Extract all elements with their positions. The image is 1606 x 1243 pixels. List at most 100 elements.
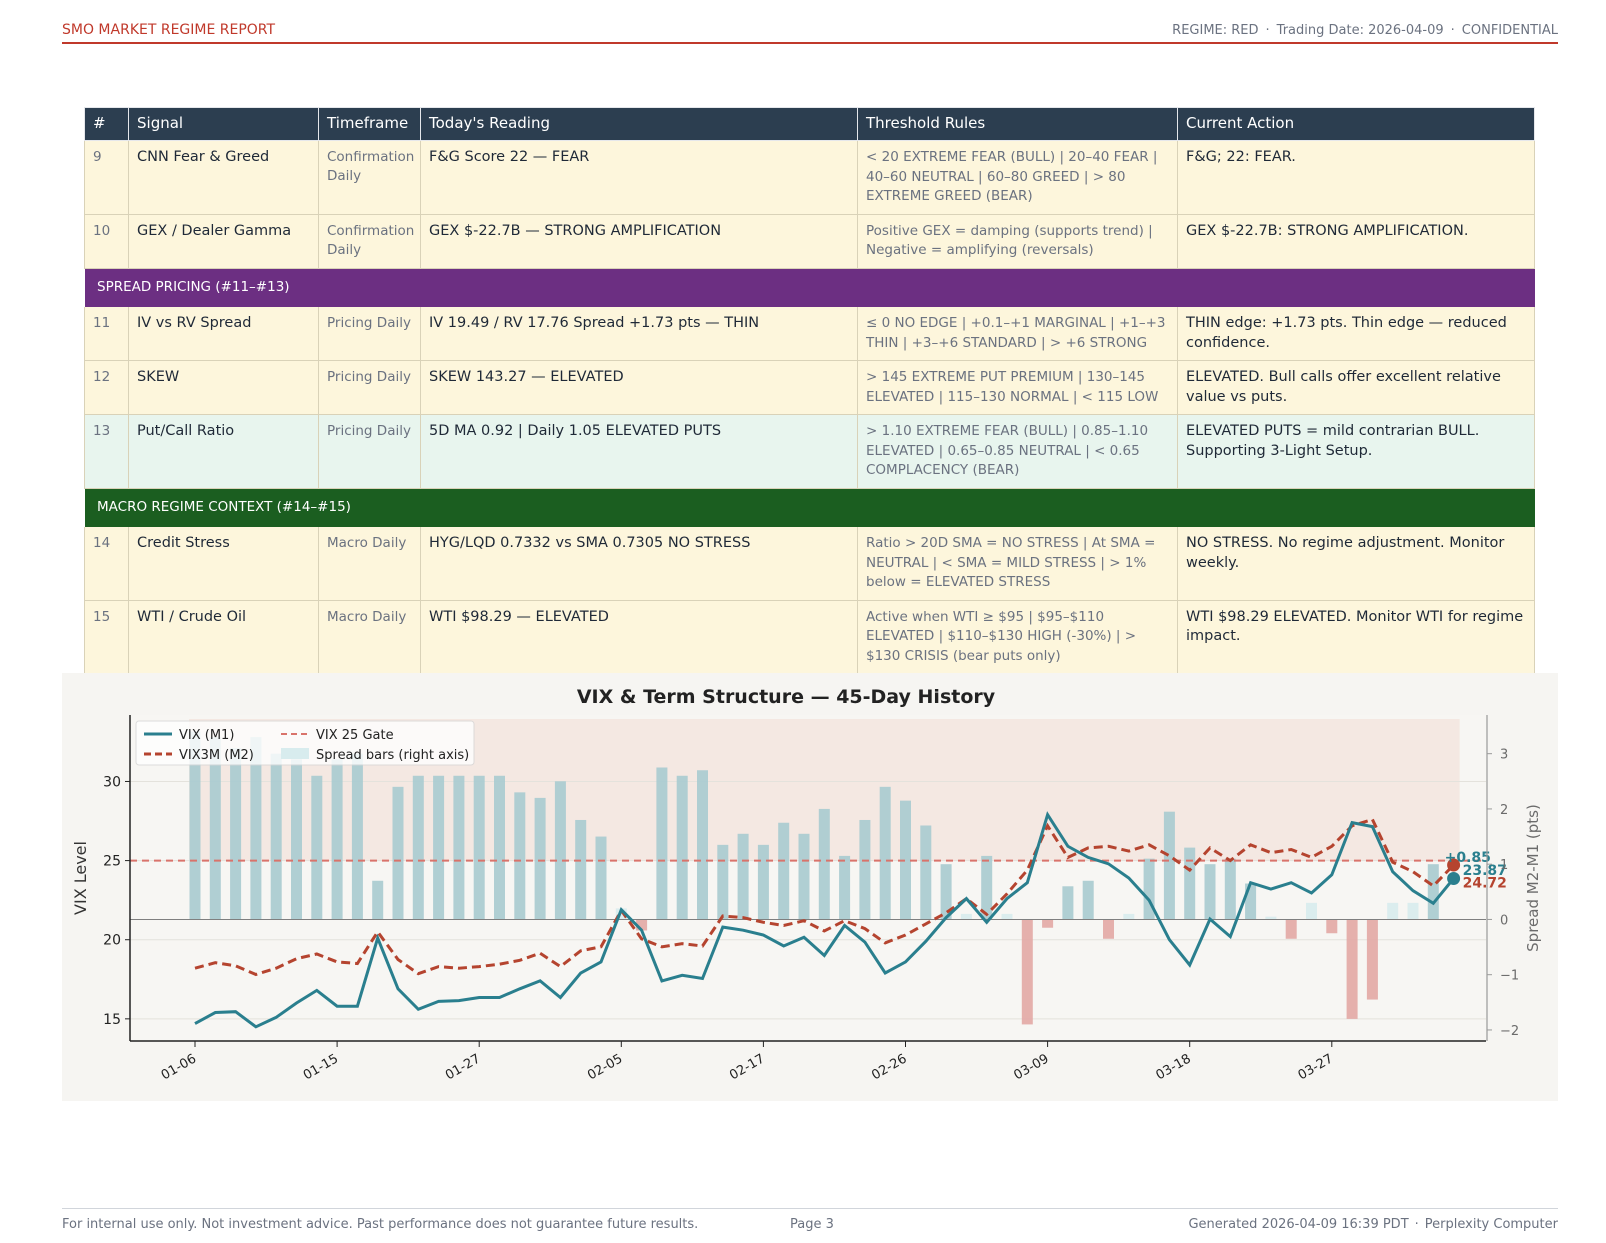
x-tick-label: 03-09: [1011, 1051, 1051, 1083]
section-title-macro: MACRO REGIME CONTEXT (#14–#15): [84, 488, 1535, 527]
spread-bar: [1204, 864, 1216, 920]
row-timeframe: Macro Daily: [318, 599, 421, 674]
column-header-signal: Signal: [128, 107, 319, 141]
row-action: WTI $98.29 ELEVATED. Monitor WTI for reg…: [1177, 599, 1535, 674]
row-num: 15: [84, 599, 129, 674]
spread-bar: [615, 908, 627, 920]
spread-bar: [798, 833, 810, 920]
spread-bar: [717, 844, 729, 920]
row-reading: HYG/LQD 0.7332 vs SMA 0.7305 NO STRESS: [420, 526, 858, 601]
spread-bar: [778, 822, 790, 920]
table-header-row: # Signal Timeframe Today's Reading Thres…: [84, 107, 1535, 141]
table-row: 14 Credit Stress Macro Daily HYG/LQD 0.7…: [84, 526, 1535, 601]
row-signal: Credit Stress: [128, 526, 319, 601]
vix-series-line: [194, 811, 1455, 1029]
row-timeframe: Pricing Daily: [318, 306, 421, 361]
row-num: 12: [84, 360, 129, 415]
row-timeframe: Macro Daily: [318, 526, 421, 601]
spread-bar: [1346, 919, 1358, 1019]
x-tick-label: 03-18: [1153, 1051, 1193, 1083]
report-meta: REGIME: RED · Trading Date: 2026-04-09 · CON…: [1172, 23, 1558, 38]
spread-bar: [575, 819, 587, 920]
spread-bar: [636, 919, 648, 931]
classification: CONFIDENTIAL: [1461, 23, 1558, 38]
row-signal: Put/Call Ratio: [128, 414, 319, 489]
footer-generated: Generated 2026-04-09 16:39 PDT · Perplexit…: [1188, 1217, 1558, 1232]
report-title: SMO MARKET REGIME REPORT: [62, 22, 276, 38]
separator: ·: [1265, 23, 1270, 38]
spread-bar: [1245, 883, 1257, 920]
row-rules: Positive GEX = damping (supports trend) …: [857, 213, 1178, 269]
spread-bar: [1285, 919, 1297, 939]
row-signal: WTI / Crude Oil: [128, 599, 319, 674]
row-action: ELEVATED. Bull calls offer excellent rel…: [1177, 360, 1535, 415]
spread-bar: [1224, 858, 1236, 920]
column-header-action: Current Action: [1177, 107, 1535, 141]
spread-bar: [209, 737, 221, 920]
row-rules: Ratio > 20D SMA = NO STRESS | At SMA = N…: [857, 526, 1178, 601]
y-right-tick-label: −2: [1500, 1024, 1519, 1039]
row-rules: Active when WTI ≥ $95 | $95–$110 ELEVATE…: [857, 599, 1178, 674]
y-right-tick-label: 3: [1500, 748, 1508, 763]
row-reading: F&G Score 22 — FEAR: [420, 140, 858, 215]
row-signal: CNN Fear & Greed: [128, 140, 319, 215]
spread-bar: [1163, 811, 1175, 920]
x-tick-label: 01-27: [443, 1051, 483, 1083]
row-reading: GEX $-22.7B — STRONG AMPLIFICATION: [420, 213, 858, 269]
spread-bar: [1407, 902, 1419, 920]
section-title-pricing: SPREAD PRICING (#11–#13): [84, 268, 1535, 307]
section-row-pricing: SPREAD PRICING (#11–#13): [84, 268, 1535, 307]
spread-bar: [757, 844, 769, 920]
spread-bar: [1021, 919, 1033, 1025]
spread-bar: [1042, 919, 1054, 928]
spread-bar: [859, 819, 871, 920]
y-tick-label: 25: [103, 854, 121, 870]
row-num: 13: [84, 414, 129, 489]
vix3m-endpoint: [1447, 858, 1461, 872]
row-reading: WTI $98.29 — ELEVATED: [420, 599, 858, 674]
legend-label-gate: VIX 25 Gate: [316, 728, 394, 743]
legend-label-vix: VIX (M1): [179, 728, 234, 743]
spread-bar: [270, 753, 282, 920]
row-num: 14: [84, 526, 129, 601]
y-axis-label: VIX Level: [71, 841, 90, 915]
spread-bar: [311, 775, 323, 920]
table-row: 13 Put/Call Ratio Pricing Daily 5D MA 0.…: [84, 414, 1535, 489]
legend-swatch-spread: [281, 748, 309, 759]
footer-disclaimer: For internal use only. Not investment ad…: [62, 1217, 699, 1232]
spread-bar: [697, 770, 708, 920]
spread-bar: [920, 825, 932, 920]
spread-bar: [676, 775, 688, 920]
row-timeframe: Confirmation Daily: [318, 140, 421, 215]
row-num: 11: [84, 306, 129, 361]
row-timeframe: Pricing Daily: [318, 360, 421, 415]
x-tick-label: 02-05: [585, 1051, 625, 1083]
table-row: 12 SKEW Pricing Daily SKEW 143.27 — ELEV…: [84, 360, 1535, 415]
x-tick-label: 03-27: [1296, 1051, 1336, 1083]
spread-bar: [331, 759, 343, 920]
table-row: 15 WTI / Crude Oil Macro Daily WTI $98.2…: [84, 599, 1535, 674]
row-action: ELEVATED PUTS = mild contrarian BULL. Su…: [1177, 414, 1535, 489]
legend-label-spread: Spread bars (right axis): [316, 748, 469, 763]
spread-bar: [1143, 858, 1155, 920]
spread-bar: [372, 880, 384, 920]
row-timeframe: Pricing Daily: [318, 414, 421, 489]
spread-bar: [412, 775, 424, 920]
vix-value-annotation: 23.87: [1463, 863, 1507, 879]
spread-bar: [534, 797, 546, 920]
column-header-reading: Today's Reading: [420, 107, 858, 141]
spread-bar: [1184, 847, 1196, 920]
spread-bar: [392, 786, 404, 920]
spread-bar: [940, 864, 952, 920]
x-tick-label: 01-15: [301, 1051, 341, 1083]
row-signal: IV vs RV Spread: [128, 306, 319, 361]
spread-bar: [981, 855, 993, 920]
signals-table: # Signal Timeframe Today's Reading Thres…: [84, 107, 1535, 674]
spread-bar: [1387, 902, 1399, 920]
spread-bar: [453, 775, 465, 920]
row-action: NO STRESS. No regime adjustment. Monitor…: [1177, 526, 1535, 601]
y-right-tick-label: 0: [1500, 913, 1508, 928]
regime-label: REGIME: RED: [1172, 23, 1259, 38]
column-header-timeframe: Timeframe: [318, 107, 421, 141]
